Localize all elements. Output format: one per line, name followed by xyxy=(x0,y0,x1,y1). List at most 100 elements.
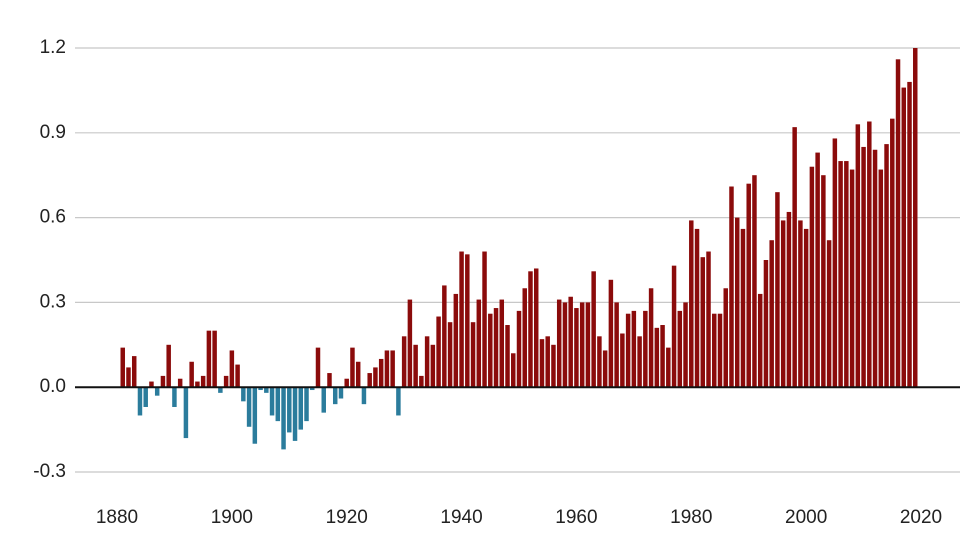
bar xyxy=(562,302,568,388)
bar xyxy=(591,271,596,388)
bar xyxy=(505,325,510,388)
bar xyxy=(442,285,447,388)
bar xyxy=(545,336,550,388)
bar xyxy=(643,310,648,388)
bar xyxy=(355,361,361,388)
bar xyxy=(602,350,608,388)
bar xyxy=(149,381,154,388)
bar xyxy=(539,339,545,388)
bar xyxy=(677,310,683,388)
bar xyxy=(143,387,148,407)
x-tick-label: 1960 xyxy=(555,507,597,528)
bar xyxy=(597,336,602,388)
bar xyxy=(218,387,223,393)
bar xyxy=(183,387,189,439)
bar xyxy=(706,251,711,388)
bar xyxy=(189,361,194,388)
bar xyxy=(401,336,407,388)
bar xyxy=(459,251,464,388)
bar xyxy=(694,228,700,388)
y-tick-label: 0.6 xyxy=(40,207,66,228)
x-tick-label: 1900 xyxy=(211,507,253,528)
bar xyxy=(815,152,820,388)
y-tick-label: 1.2 xyxy=(40,37,66,58)
bar xyxy=(620,333,625,388)
bar xyxy=(332,387,338,405)
bar xyxy=(499,299,505,388)
bar xyxy=(493,308,499,388)
bar xyxy=(780,220,786,388)
bar xyxy=(861,146,866,388)
bar xyxy=(585,302,591,388)
bar xyxy=(913,48,918,388)
bar xyxy=(476,299,482,388)
bar xyxy=(717,313,723,388)
bar xyxy=(574,308,579,388)
bar xyxy=(321,387,326,413)
bar xyxy=(413,344,418,388)
bar xyxy=(666,347,671,388)
bar xyxy=(867,121,872,388)
bar xyxy=(315,347,321,388)
bar xyxy=(338,387,344,399)
bar xyxy=(292,387,298,441)
bar xyxy=(241,387,246,402)
bar xyxy=(235,364,240,388)
bar xyxy=(200,375,206,388)
bar xyxy=(608,279,614,388)
bar xyxy=(746,183,751,388)
bar xyxy=(522,288,527,388)
bar xyxy=(775,192,780,388)
bar xyxy=(809,166,815,388)
bar xyxy=(769,240,774,388)
bar xyxy=(304,387,309,422)
bar xyxy=(907,81,912,388)
bar xyxy=(310,387,315,391)
bar xyxy=(821,175,826,388)
bar xyxy=(654,327,660,388)
bar xyxy=(884,144,889,388)
bar xyxy=(166,344,171,388)
bar xyxy=(660,325,665,388)
bar xyxy=(436,316,441,388)
bar xyxy=(798,220,803,388)
bar xyxy=(792,127,797,388)
bar xyxy=(844,161,849,388)
bar xyxy=(516,310,522,388)
bar xyxy=(700,257,706,388)
bar xyxy=(551,344,556,388)
bar xyxy=(511,353,516,388)
bar xyxy=(424,336,430,388)
bar xyxy=(195,381,200,388)
bar xyxy=(447,322,453,388)
bar xyxy=(838,161,843,388)
bar xyxy=(281,387,286,450)
bar xyxy=(177,378,183,388)
bar xyxy=(482,251,487,388)
bar xyxy=(206,330,212,388)
bar xyxy=(723,288,728,388)
bar xyxy=(419,375,424,388)
bar xyxy=(287,387,292,433)
bar xyxy=(246,387,252,427)
bar xyxy=(648,288,654,388)
bar xyxy=(275,387,281,422)
bar xyxy=(734,217,740,388)
bar xyxy=(803,228,809,388)
bar xyxy=(855,124,861,388)
bar xyxy=(528,271,533,388)
bar xyxy=(763,260,769,388)
bar xyxy=(568,296,573,388)
y-tick-label: -0.3 xyxy=(33,461,66,482)
bar xyxy=(849,169,855,388)
bar xyxy=(212,330,217,388)
bar xyxy=(327,373,332,388)
bar xyxy=(453,293,459,388)
bar xyxy=(264,387,269,393)
bar xyxy=(367,373,372,388)
y-tick-label: 0.9 xyxy=(40,122,66,143)
bar xyxy=(878,169,884,388)
bar xyxy=(683,302,688,388)
bar xyxy=(890,118,895,388)
